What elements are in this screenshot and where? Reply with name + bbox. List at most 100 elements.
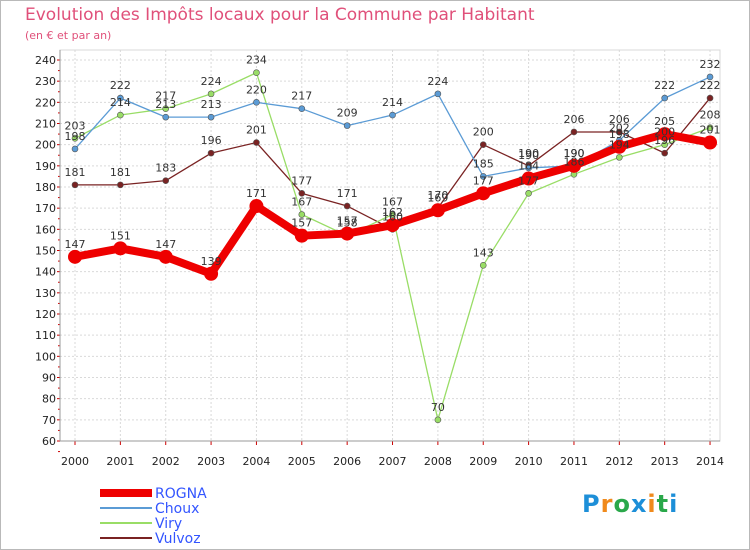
chart-title: Evolution des Impôts locaux pour la Comm… [25, 5, 535, 25]
legend-label-viry: Viry [155, 516, 182, 532]
data-label-viry: 70 [431, 401, 445, 414]
data-label-viry: 167 [291, 196, 312, 209]
data-label-viry: 143 [473, 246, 494, 259]
data-point-viry [117, 111, 124, 119]
data-point-vulvoz [570, 128, 578, 136]
y-tick-label: 220 [35, 96, 56, 109]
data-label-viry: 167 [382, 196, 403, 209]
data-label-choux: 224 [427, 75, 448, 88]
data-point-vulvoz [706, 94, 714, 102]
data-point-choux [298, 105, 306, 112]
x-tick-label: 2001 [106, 455, 134, 468]
data-label-vulvoz: 170 [427, 189, 448, 202]
data-label-rogna: 190 [563, 147, 584, 160]
data-point-choux [162, 113, 170, 121]
data-label-vulvoz: 171 [337, 187, 358, 200]
data-label-choux: 198 [65, 130, 86, 143]
data-label-choux: 213 [155, 98, 176, 111]
data-point-choux [117, 94, 124, 102]
data-label-choux: 232 [700, 58, 721, 71]
data-point-vulvoz [661, 149, 668, 157]
data-point-rogna [521, 171, 536, 186]
data-label-rogna: 147 [155, 238, 176, 251]
y-tick-label: 70 [42, 414, 56, 427]
y-tick-label: 150 [35, 245, 56, 258]
data-point-vulvoz [71, 181, 79, 189]
data-label-viry: 200 [654, 126, 675, 139]
x-tick-label: 2011 [560, 455, 588, 468]
data-point-vulvoz [298, 190, 306, 197]
data-label-viry: 186 [563, 155, 584, 168]
data-point-choux [706, 73, 714, 81]
data-point-vulvoz [343, 202, 351, 210]
data-point-rogna [430, 203, 445, 218]
x-tick-label: 2000 [61, 455, 89, 468]
legend-label-vulvoz: Vulvoz [155, 531, 201, 547]
data-label-vulvoz: 196 [654, 134, 675, 147]
data-label-choux: 213 [201, 98, 222, 111]
data-label-vulvoz: 160 [382, 210, 403, 223]
data-point-rogna [249, 199, 264, 214]
data-label-vulvoz: 206 [563, 113, 584, 126]
data-point-viry [479, 262, 487, 269]
logo-letter: t [656, 490, 670, 518]
data-point-choux [661, 94, 668, 102]
y-tick-label: 230 [35, 75, 56, 88]
axes: 60 70 80 90 100 110 120 130 140 150 160 170 180 190 20… [35, 50, 724, 468]
y-tick-label: 130 [35, 287, 56, 300]
data-label-rogna: 157 [337, 215, 358, 228]
data-label-viry: 214 [110, 96, 131, 109]
logo-letter: r [600, 490, 614, 518]
data-label-viry: 224 [201, 75, 222, 88]
data-point-choux [71, 145, 79, 153]
data-point-rogna [703, 135, 718, 150]
proxiti-logo: Proxiti [582, 490, 678, 518]
x-tick-label: 2009 [469, 455, 497, 468]
data-point-rogna [340, 226, 355, 241]
data-label-rogna: 205 [654, 115, 675, 128]
x-tick-label: 2014 [696, 455, 724, 468]
x-tick-label: 2010 [515, 455, 543, 468]
data-point-choux [253, 99, 260, 106]
data-label-choux: 220 [246, 83, 267, 96]
data-point-rogna [68, 249, 82, 264]
data-label-vulvoz: 206 [609, 113, 630, 126]
data-label-choux: 217 [291, 90, 312, 103]
data-point-choux [434, 90, 442, 98]
x-tick-label: 2005 [288, 455, 316, 468]
data-label-rogna: 177 [473, 174, 494, 187]
data-point-choux [479, 173, 487, 180]
y-tick-label: 170 [35, 202, 56, 215]
data-label-rogna: 201 [700, 124, 721, 137]
data-point-vulvoz [117, 181, 124, 189]
logo-letter: o [613, 490, 631, 518]
x-tick-label: 2004 [242, 455, 270, 468]
data-label-vulvoz: 181 [65, 166, 86, 179]
data-label-choux: 185 [473, 157, 494, 170]
data-label-rogna: 169 [427, 191, 448, 204]
data-point-choux [525, 164, 532, 172]
data-point-viry [389, 211, 396, 218]
data-point-rogna [566, 158, 581, 173]
data-point-viry [706, 124, 714, 132]
data-label-rogna: 151 [110, 229, 131, 242]
logo-letter: x [630, 490, 648, 518]
data-label-vulvoz: 196 [201, 134, 222, 147]
logo-letter: i [669, 490, 679, 518]
data-label-vulvoz: 181 [110, 166, 131, 179]
data-label-rogna: 184 [518, 160, 539, 173]
data-point-vulvoz [253, 139, 260, 146]
data-label-vulvoz: 200 [473, 126, 494, 139]
data-point-rogna [476, 186, 491, 201]
data-point-choux [343, 122, 351, 129]
data-label-viry: 177 [518, 174, 539, 187]
data-label-rogna: 162 [382, 206, 403, 219]
data-point-choux [207, 113, 215, 121]
data-label-viry: 234 [246, 54, 267, 67]
data-label-choux: 214 [382, 96, 403, 109]
data-label-vulvoz: 177 [291, 174, 312, 187]
y-tick-label: 180 [35, 181, 56, 194]
data-point-viry [661, 141, 668, 148]
